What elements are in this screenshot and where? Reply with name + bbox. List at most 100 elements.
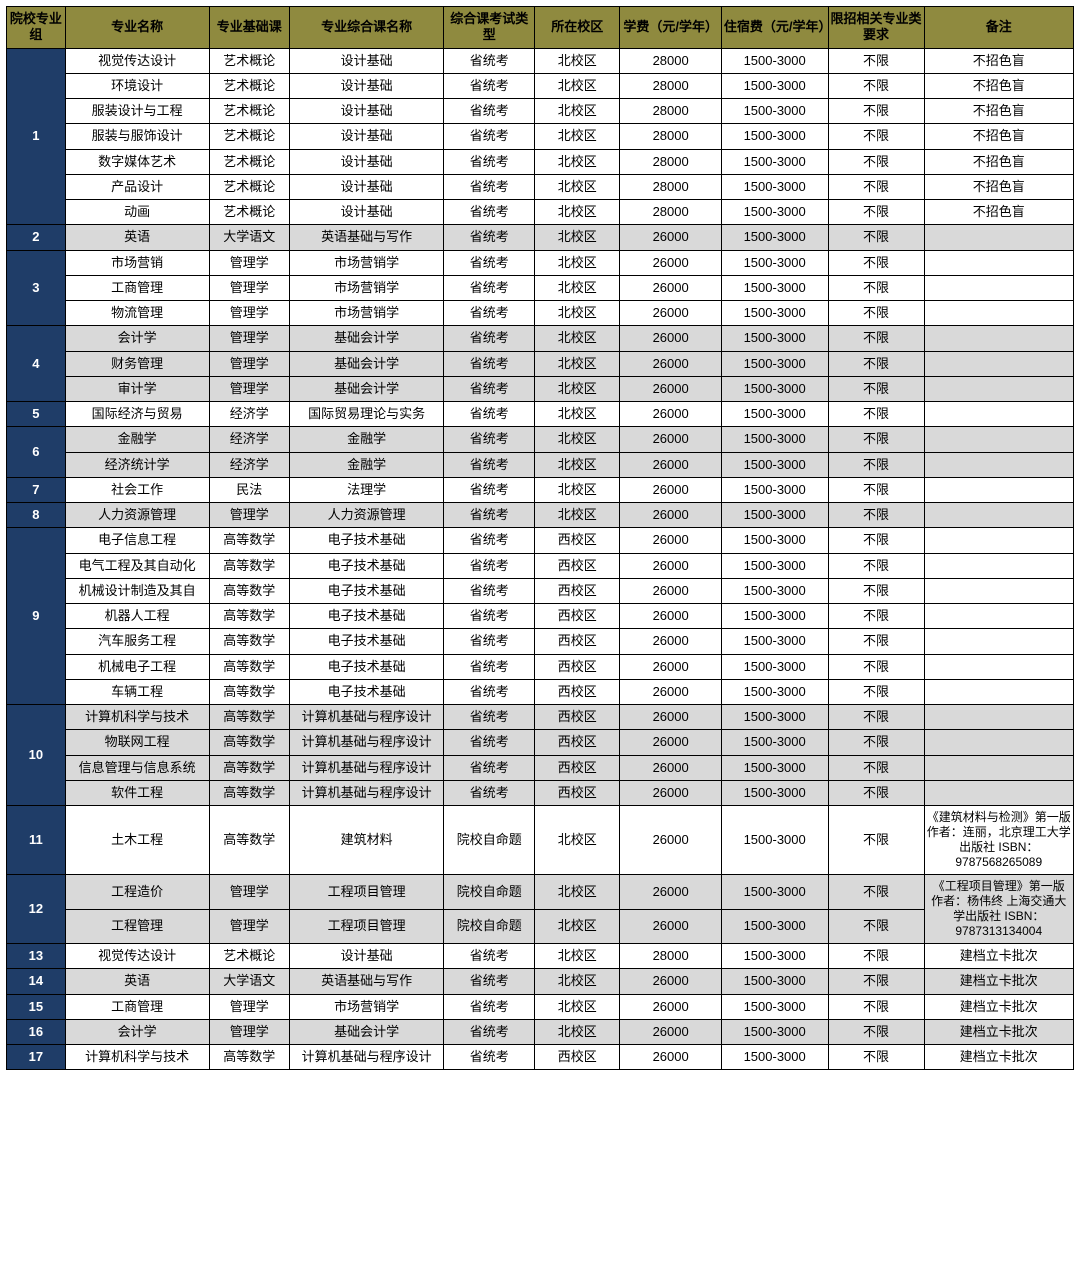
data-cell: 26000 (620, 402, 721, 427)
group-id-cell: 16 (7, 1019, 66, 1044)
table-row: 电气工程及其自动化高等数学电子技术基础省统考西校区260001500-3000不… (7, 553, 1074, 578)
data-cell: 26000 (620, 1045, 721, 1070)
data-cell: 1500-3000 (721, 73, 828, 98)
data-cell: 西校区 (535, 654, 620, 679)
data-cell: 西校区 (535, 730, 620, 755)
table-row: 物联网工程高等数学计算机基础与程序设计省统考西校区260001500-3000不… (7, 730, 1074, 755)
data-cell: 人力资源管理 (289, 503, 444, 528)
data-cell: 1500-3000 (721, 553, 828, 578)
data-cell: 工商管理 (65, 275, 209, 300)
data-cell: 经济学 (209, 452, 289, 477)
data-cell: 机械设计制造及其自 (65, 578, 209, 603)
column-header: 专业综合课名称 (289, 7, 444, 49)
data-cell: 省统考 (444, 780, 535, 805)
group-id-cell: 13 (7, 944, 66, 969)
data-cell: 不限 (828, 654, 924, 679)
data-cell: 不限 (828, 629, 924, 654)
data-cell: 北校区 (535, 73, 620, 98)
data-cell: 物联网工程 (65, 730, 209, 755)
column-header: 所在校区 (535, 7, 620, 49)
data-cell: 不招色盲 (924, 73, 1073, 98)
group-id-cell: 10 (7, 705, 66, 806)
data-cell: 省统考 (444, 578, 535, 603)
data-cell: 设计基础 (289, 174, 444, 199)
data-cell (924, 755, 1073, 780)
data-cell: 1500-3000 (721, 1045, 828, 1070)
data-cell: 机械电子工程 (65, 654, 209, 679)
data-cell: 基础会计学 (289, 1019, 444, 1044)
data-cell: 北校区 (535, 99, 620, 124)
data-cell: 省统考 (444, 73, 535, 98)
table-row: 17计算机科学与技术高等数学计算机基础与程序设计省统考西校区260001500-… (7, 1045, 1074, 1070)
table-row: 工商管理管理学市场营销学省统考北校区260001500-3000不限 (7, 275, 1074, 300)
data-cell: 基础会计学 (289, 351, 444, 376)
data-cell: 管理学 (209, 351, 289, 376)
data-cell: 不限 (828, 149, 924, 174)
data-cell: 省统考 (444, 174, 535, 199)
data-cell: 省统考 (444, 994, 535, 1019)
data-cell: 26000 (620, 705, 721, 730)
table-row: 财务管理管理学基础会计学省统考北校区260001500-3000不限 (7, 351, 1074, 376)
data-cell: 26000 (620, 909, 721, 944)
data-cell: 计算机基础与程序设计 (289, 780, 444, 805)
data-cell: 高等数学 (209, 528, 289, 553)
data-cell: 西校区 (535, 629, 620, 654)
data-cell: 不限 (828, 250, 924, 275)
data-cell (924, 528, 1073, 553)
data-cell: 1500-3000 (721, 99, 828, 124)
data-cell: 不限 (828, 806, 924, 875)
data-cell: 省统考 (444, 250, 535, 275)
table-row: 信息管理与信息系统高等数学计算机基础与程序设计省统考西校区260001500-3… (7, 755, 1074, 780)
data-cell: 不限 (828, 326, 924, 351)
data-cell: 院校自命题 (444, 875, 535, 910)
data-cell: 1500-3000 (721, 477, 828, 502)
data-cell: 产品设计 (65, 174, 209, 199)
data-cell: 电子信息工程 (65, 528, 209, 553)
data-cell (924, 780, 1073, 805)
data-cell: 不限 (828, 705, 924, 730)
data-cell: 28000 (620, 73, 721, 98)
data-cell: 服装设计与工程 (65, 99, 209, 124)
data-cell: 建档立卡批次 (924, 944, 1073, 969)
table-row: 2英语大学语文英语基础与写作省统考北校区260001500-3000不限 (7, 225, 1074, 250)
data-cell: 1500-3000 (721, 629, 828, 654)
group-id-cell: 17 (7, 1045, 66, 1070)
data-cell: 不限 (828, 477, 924, 502)
data-cell: 财务管理 (65, 351, 209, 376)
data-cell: 不限 (828, 528, 924, 553)
data-cell: 金融学 (65, 427, 209, 452)
data-cell: 北校区 (535, 402, 620, 427)
data-cell: 北校区 (535, 503, 620, 528)
data-cell: 不限 (828, 1045, 924, 1070)
data-cell: 管理学 (209, 875, 289, 910)
data-cell: 1500-3000 (721, 730, 828, 755)
data-cell: 1500-3000 (721, 376, 828, 401)
data-cell (924, 275, 1073, 300)
data-cell: 院校自命题 (444, 806, 535, 875)
data-cell: 26000 (620, 427, 721, 452)
data-cell: 审计学 (65, 376, 209, 401)
data-cell: 1500-3000 (721, 578, 828, 603)
table-row: 物流管理管理学市场营销学省统考北校区260001500-3000不限 (7, 301, 1074, 326)
data-cell: 动画 (65, 200, 209, 225)
data-cell: 1500-3000 (721, 427, 828, 452)
data-cell: 省统考 (444, 376, 535, 401)
table-row: 软件工程高等数学计算机基础与程序设计省统考西校区260001500-3000不限 (7, 780, 1074, 805)
data-cell: 计算机科学与技术 (65, 1045, 209, 1070)
data-cell: 不限 (828, 909, 924, 944)
data-cell: 计算机基础与程序设计 (289, 705, 444, 730)
group-id-cell: 14 (7, 969, 66, 994)
data-cell: 软件工程 (65, 780, 209, 805)
data-cell: 省统考 (444, 969, 535, 994)
table-row: 1视觉传达设计艺术概论设计基础省统考北校区280001500-3000不限不招色… (7, 48, 1074, 73)
data-cell: 28000 (620, 99, 721, 124)
data-cell: 省统考 (444, 705, 535, 730)
data-cell: 省统考 (444, 730, 535, 755)
data-cell: 北校区 (535, 124, 620, 149)
data-cell: 高等数学 (209, 806, 289, 875)
data-cell: 计算机基础与程序设计 (289, 730, 444, 755)
data-cell: 不限 (828, 755, 924, 780)
data-cell: 管理学 (209, 250, 289, 275)
data-cell: 建档立卡批次 (924, 994, 1073, 1019)
data-cell: 人力资源管理 (65, 503, 209, 528)
